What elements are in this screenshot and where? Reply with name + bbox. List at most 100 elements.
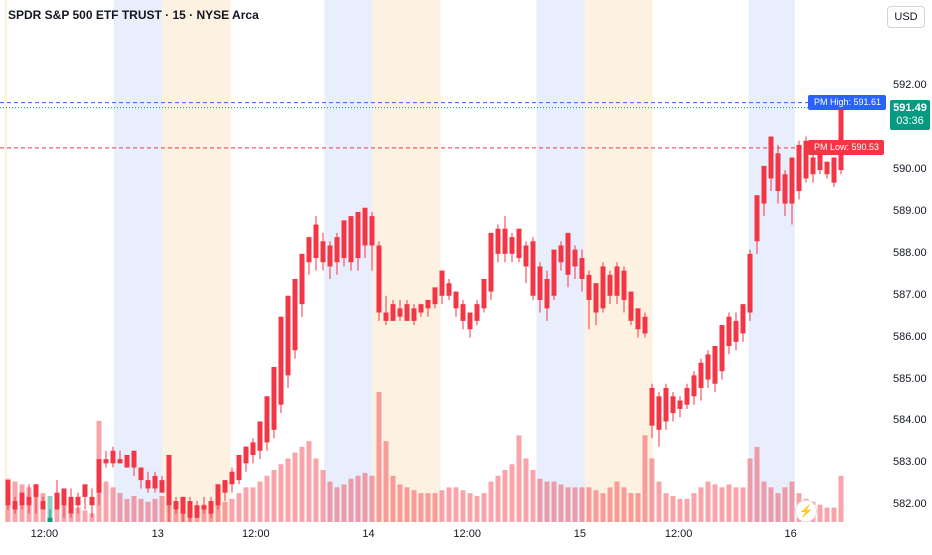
volume-bar [502, 470, 508, 522]
candle-body [530, 241, 536, 296]
candle-body [775, 153, 781, 192]
candle-body [586, 274, 592, 300]
candle-body [761, 165, 767, 204]
volume-bar [229, 498, 235, 522]
volume-bar [264, 475, 270, 522]
chart-title: SPDR S&P 500 ETF TRUST · 15 · NYSE Arca [8, 8, 259, 22]
volume-bar [285, 458, 291, 522]
volume-bar [719, 487, 725, 522]
volume-bar [747, 458, 753, 522]
volume-bar [621, 487, 627, 522]
y-tick-label: 590.00 [893, 163, 927, 176]
volume-bar [656, 481, 662, 522]
candle-body [621, 270, 627, 300]
candle-body [306, 237, 312, 263]
x-tick-label: 13 [151, 528, 164, 540]
volume-bar [607, 487, 613, 522]
volume-bar [439, 490, 445, 522]
volume-bar [586, 487, 592, 522]
volume-bar [152, 498, 158, 522]
lightning-icon[interactable]: ⚡ [795, 500, 817, 522]
volume-bar [558, 484, 564, 522]
candle-body [152, 475, 158, 489]
volume-bar [831, 507, 837, 522]
candle-body [173, 501, 179, 510]
volume-bar [250, 487, 256, 522]
volume-bar [768, 487, 774, 522]
volume-bar [334, 487, 340, 522]
volume-bar [516, 435, 522, 522]
candle-body [824, 161, 830, 175]
volume-bar [460, 490, 466, 522]
volume-bar [474, 496, 480, 522]
candle-body [684, 387, 690, 405]
volume-bar [271, 470, 277, 522]
candle-body [607, 274, 613, 296]
x-tick-label: 14 [362, 528, 375, 540]
candle-body [600, 266, 606, 309]
candle-body [474, 304, 480, 321]
candle-body [82, 484, 88, 497]
candle-body [810, 157, 816, 175]
volume-bar [117, 493, 123, 522]
volume-bar [348, 478, 354, 522]
candle-body [656, 396, 662, 430]
candle-body [131, 450, 137, 468]
candle-body [768, 136, 774, 179]
session-band-premarket [748, 0, 795, 522]
candle-body [383, 312, 389, 321]
pm-low-label: PM Low: 590.53 [808, 139, 885, 155]
candle-body [40, 501, 46, 510]
volume-bar [572, 487, 578, 522]
candle-body [747, 253, 753, 313]
currency-button[interactable]: USD [887, 6, 925, 28]
y-tick-label: 582.00 [893, 498, 927, 511]
y-tick-label: 589.00 [893, 204, 927, 217]
candle-body [33, 484, 39, 497]
candle-body [159, 480, 165, 493]
candle-body [712, 346, 718, 384]
volume-bar [124, 498, 130, 522]
candle-body [467, 312, 473, 330]
volume-bar [495, 475, 501, 522]
volume-bar [467, 493, 473, 522]
session-band-afterhours [162, 0, 231, 522]
volume-bar [593, 490, 599, 522]
candle-body [397, 308, 403, 317]
candle-body [5, 480, 11, 506]
candle-body [54, 492, 60, 510]
volume-bar [75, 507, 81, 522]
volume-bar [481, 493, 487, 522]
volume-bar [635, 493, 641, 522]
volume-bar [418, 493, 424, 522]
volume-bar [299, 446, 305, 522]
x-tick-label: 12:00 [30, 528, 59, 540]
candle-body [516, 228, 522, 259]
candle-body [782, 174, 788, 204]
x-tick-label: 12:00 [453, 528, 481, 540]
candle-body [726, 316, 732, 347]
candle-body [425, 299, 431, 309]
candle-body [26, 496, 32, 506]
candle-body [495, 228, 501, 254]
candle-body [446, 283, 452, 296]
y-tick-label: 585.00 [893, 372, 927, 385]
candle-body [208, 501, 214, 514]
bar-countdown: 03:36 [896, 114, 924, 127]
volume-bar [761, 481, 767, 522]
candle-body [369, 216, 375, 246]
candle-body [663, 387, 669, 422]
volume-bar [565, 487, 571, 522]
candle-body [558, 245, 564, 263]
candle-body [649, 387, 655, 426]
x-tick-label: 12:00 [242, 528, 270, 540]
volume-bar [705, 481, 711, 522]
candle-body [740, 304, 746, 334]
volume-bar [131, 496, 137, 522]
candle-body [691, 375, 697, 397]
price-lines [0, 102, 884, 149]
candle-body [565, 232, 571, 275]
session-band-afterhours [372, 0, 441, 522]
